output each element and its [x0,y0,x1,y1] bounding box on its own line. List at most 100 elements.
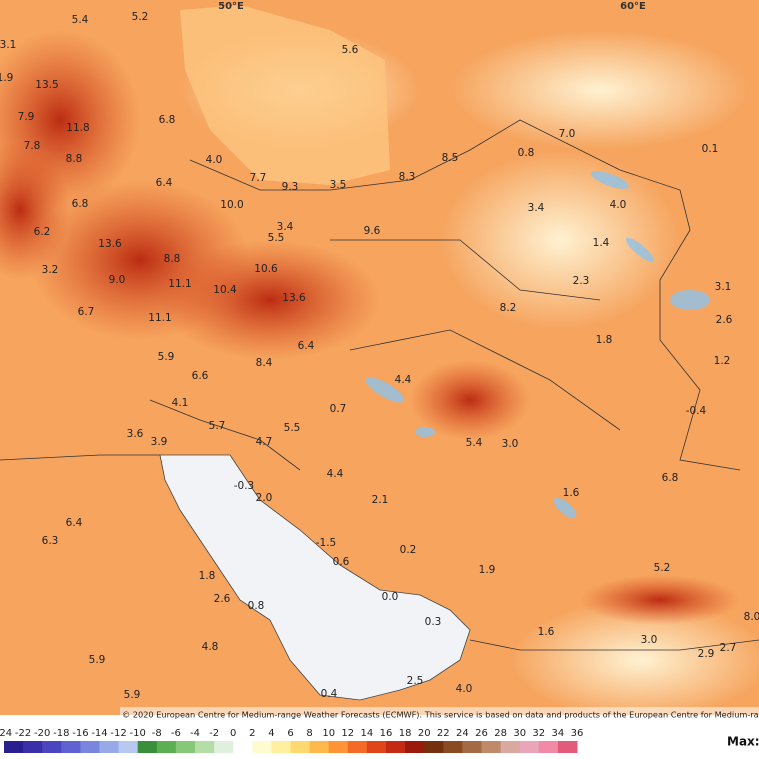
copyright-backdrop [120,707,759,722]
legend-tick-label: -8 [152,728,162,739]
colorbar-segment [405,741,425,753]
value-label: 13.5 [35,79,58,91]
value-label: 2.6 [214,593,231,605]
value-label: 6.4 [156,177,173,189]
value-label: 10.4 [213,284,237,296]
value-label: 0.4 [321,688,338,700]
legend-tick-label: -22 [15,728,31,739]
value-label: 1.4 [593,237,610,249]
value-label: 6.8 [159,114,176,126]
colorbar-segment [500,741,521,753]
value-label: 5.2 [132,11,149,23]
caspian-sea [180,5,390,185]
value-label: 5.2 [654,562,671,574]
value-label: 5.5 [284,422,301,434]
colorbar-segment [386,741,406,753]
value-label: 1.6 [563,487,580,499]
cold-spots [365,171,710,519]
legend-tick-label: -20 [34,728,50,739]
value-label: 2.0 [256,492,273,504]
value-label: 3.2 [42,264,59,276]
colorbar-segment [290,741,311,753]
value-label: 2.5 [407,675,424,687]
value-label: 7.9 [18,111,35,123]
colorbar-segment [42,741,62,753]
value-label: 0.0 [382,591,399,603]
legend-tick-label: 18 [399,728,412,739]
value-label: 3.5 [330,179,347,191]
colorbar-segment [424,741,444,753]
colorbar-segment [23,741,43,753]
colorbar-segment [366,741,387,753]
colorbar-segment [61,741,81,753]
value-label: 0.7 [330,403,347,415]
value-label: 7.8 [24,140,41,152]
colorbar-segment [214,741,234,753]
value-label: 13.6 [282,292,306,304]
colorbar-segment [328,741,349,753]
colorbar-segment [118,741,139,753]
colorbar-segment [4,741,24,753]
legend-tick-label: -12 [110,728,126,739]
legend-tick-label: 26 [475,728,488,739]
legend-tick-label: -18 [53,728,69,739]
legend-tick-label: -16 [72,728,88,739]
value-label: 13.6 [98,238,122,250]
value-label: 9.3 [282,181,299,193]
colorbar-segment [347,741,368,753]
legend-tick-label: 24 [456,728,469,739]
colorbar-segment [233,741,253,753]
legend-tick-label: -10 [130,728,146,739]
legend-tick-label: -24 [0,728,12,739]
value-label: 4.0 [610,199,627,211]
colorbar-segment [175,741,196,753]
longitude-label: 60°E [620,1,646,12]
copyright: © 2020 European Centre for Medium-range … [122,710,759,720]
value-label: -0.4 [686,405,707,417]
value-label: 9.6 [364,225,381,237]
colorbar-segment [156,741,177,753]
value-label: 11.1 [168,278,191,290]
value-label: 3.1 [0,39,16,51]
longitude-label: 50°E [218,1,244,12]
value-label: 4.0 [206,154,223,166]
value-label: 0.1 [702,143,719,155]
value-label: 3.1 [715,281,732,293]
value-label: 8.3 [399,171,416,183]
legend-tick-label: 28 [494,728,507,739]
value-label: 4.4 [395,374,412,386]
colorbar-segment [195,741,215,753]
value-label: 8.4 [256,357,273,369]
legend-tick-label: -14 [91,728,107,739]
colorbar-segment [80,741,100,753]
value-label: 7.7 [250,172,267,184]
value-label: -0.3 [234,480,255,492]
value-label: 6.6 [192,370,209,382]
legend-tick-label: 12 [341,728,354,739]
value-label: 4.8 [202,641,219,653]
value-label: 3.4 [528,202,545,214]
value-label: 10.0 [220,199,243,211]
colorbar-segment [519,741,540,753]
value-label: 5.4 [466,437,483,449]
value-label: 3.9 [151,436,168,448]
value-label: 0.8 [518,147,535,159]
map-shading [0,30,759,720]
value-label: 6.8 [72,198,89,210]
value-label: 2.3 [573,275,590,287]
value-label: 4.4 [327,468,344,480]
persian-gulf [159,454,471,701]
value-label: 1.8 [199,570,216,582]
value-label: 0.2 [400,544,417,556]
legend-tick-label: 22 [437,728,450,739]
value-label: 7.0 [559,128,576,140]
value-label: 6.3 [42,535,59,547]
legend-tick-label: 30 [513,728,526,739]
legend-tick-label: -2 [209,728,219,739]
value-label: 8.5 [442,152,459,164]
value-label: 8.2 [500,302,517,314]
value-label: 5.7 [209,420,226,432]
colorbar-segment [481,741,502,753]
value-label: 1.6 [538,626,555,638]
legend-tick-label: 0 [230,728,236,739]
